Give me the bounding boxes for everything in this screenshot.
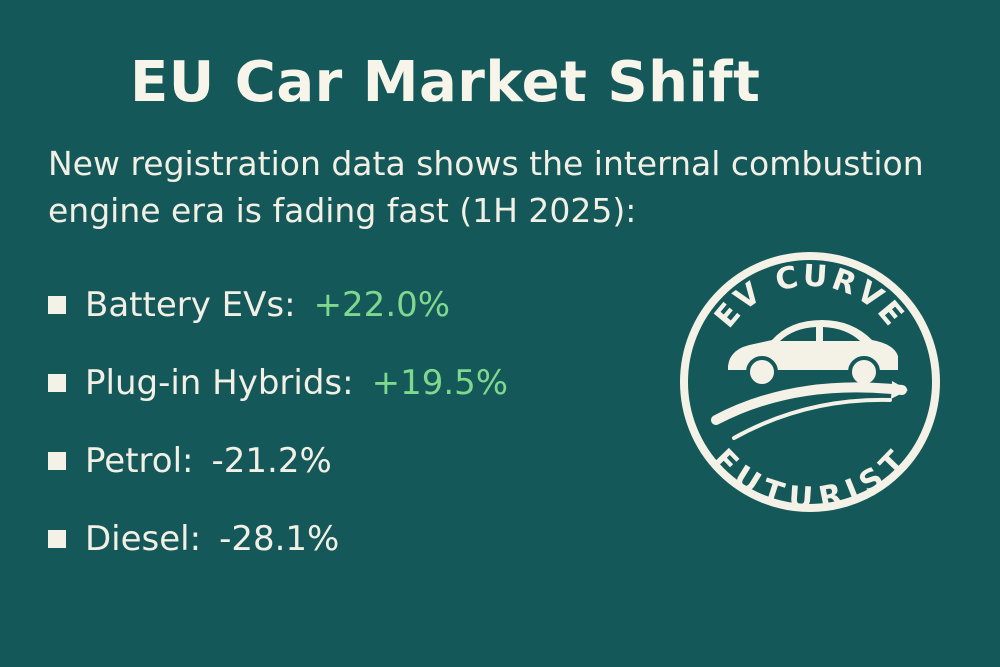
square-bullet-icon <box>48 530 66 548</box>
stat-value: +19.5% <box>371 363 509 403</box>
ev-curve-futurist-badge: EV CURVE FUTURIST <box>680 252 940 516</box>
square-bullet-icon <box>48 452 66 470</box>
stat-label: Diesel: <box>85 519 202 559</box>
page-title: EU Car Market Shift <box>130 50 761 115</box>
car-on-road-icon <box>711 320 908 440</box>
stat-label: Plug-in Hybrids: <box>85 363 354 403</box>
stat-value: -28.1% <box>219 519 340 559</box>
stat-row-plug-in-hybrids: Plug-in Hybrids: +19.5% <box>48 359 508 407</box>
stat-value: +22.0% <box>313 285 451 325</box>
stat-row-petrol: Petrol: -21.2% <box>48 437 508 485</box>
stat-label: Petrol: <box>85 441 194 481</box>
stat-row-battery-evs: Battery EVs: +22.0% <box>48 281 508 329</box>
square-bullet-icon <box>48 374 66 392</box>
subtitle: New registration data shows the internal… <box>48 144 924 230</box>
stats-list: Battery EVs: +22.0% Plug-in Hybrids: +19… <box>48 281 508 593</box>
stat-label: Battery EVs: <box>85 285 296 325</box>
badge-ring <box>680 252 940 512</box>
badge-bottom-text: FUTURIST <box>706 442 914 516</box>
square-bullet-icon <box>48 296 66 314</box>
stat-row-diesel: Diesel: -28.1% <box>48 515 508 563</box>
stat-value: -21.2% <box>211 441 332 481</box>
